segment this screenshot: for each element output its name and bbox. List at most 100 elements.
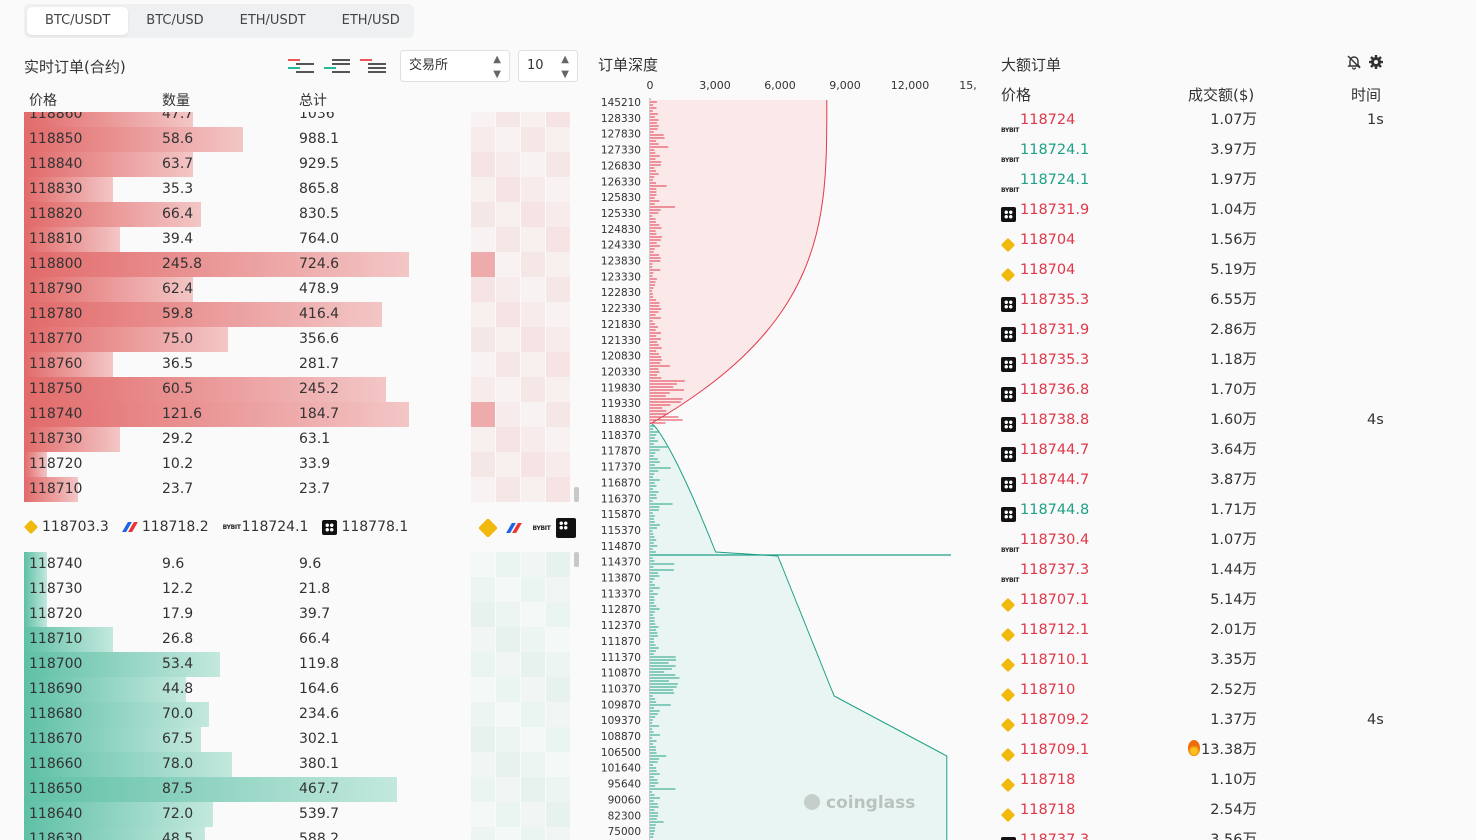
large-order-row[interactable]: BYBIT 118737.3 1.44万: [1001, 555, 1461, 585]
large-order-row[interactable]: BYBIT 118730.4 1.07万: [1001, 525, 1461, 555]
y-tick-label: 126830: [601, 160, 641, 172]
tab-eth-usdt[interactable]: ETH/USDT: [239, 13, 306, 28]
row-qty: 63.7: [162, 156, 194, 172]
large-order-row[interactable]: 118712.1 2.01万: [1000, 615, 1461, 645]
large-order-row[interactable]: 118735.3 1.18万: [1001, 345, 1461, 375]
y-tick-label: 90060: [608, 794, 641, 806]
col-total-header: 总计: [299, 93, 327, 109]
large-order-row[interactable]: 118710 2.52万: [1000, 675, 1461, 705]
heatmap-cell: [546, 302, 570, 327]
view-both-icon[interactable]: [288, 55, 316, 77]
bid-row[interactable]: 118700 53.4 119.8: [24, 652, 572, 677]
bid-row[interactable]: 118690 44.8 164.6: [24, 677, 572, 702]
large-order-row[interactable]: 118744.7 3.64万: [1001, 435, 1461, 465]
large-order-row[interactable]: 118736.8 1.70万: [1001, 375, 1461, 405]
large-order-row[interactable]: BYBIT 118724.1 3.97万: [1001, 135, 1461, 165]
exchange-select[interactable]: 交易所 ▲ ▼: [400, 50, 510, 82]
y-tick-label: 112870: [601, 604, 641, 616]
bid-row[interactable]: 118660 78.0 380.1: [24, 752, 572, 777]
heatmap-cell: [546, 802, 570, 827]
large-order-row[interactable]: 118709.2 1.37万 4s: [1000, 705, 1461, 735]
depth-chart[interactable]: 0 3,000 6,000 9,000 12,000 15,00 145210 128330 1…: [596, 76, 976, 840]
large-order-row[interactable]: BYBIT 118724 1.07万 1s: [1001, 105, 1461, 135]
depth-select[interactable]: 10 ▲ ▼: [518, 50, 578, 82]
bybit-filter-icon[interactable]: BYBIT: [532, 524, 551, 532]
ask-row[interactable]: 118770 75.0 356.6: [24, 327, 572, 352]
large-order-row[interactable]: 118718 1.10万: [1000, 765, 1461, 795]
large-order-row[interactable]: BYBIT 118724.1 1.97万: [1001, 165, 1461, 195]
heatmap-cell: [471, 752, 495, 777]
ask-row[interactable]: 118790 62.4 478.9: [24, 277, 572, 302]
row-price: 118650: [29, 781, 83, 797]
depth-bar: [24, 702, 209, 727]
view-bids-icon[interactable]: [324, 55, 352, 77]
large-order-row[interactable]: 118735.3 6.55万: [1001, 285, 1461, 315]
ask-depth-line: [649, 100, 828, 425]
ask-row[interactable]: 118750 60.5 245.2: [24, 377, 572, 402]
ask-row[interactable]: 118710 23.7 23.7: [24, 477, 572, 502]
ask-row[interactable]: 118840 63.7 929.5: [24, 152, 572, 177]
tab-eth-usd[interactable]: ETH/USD: [341, 13, 400, 28]
row-price: 118750: [29, 381, 83, 397]
large-order-row[interactable]: 118710.1 3.35万: [1000, 645, 1461, 675]
ask-row[interactable]: 118830 35.3 865.8: [24, 177, 572, 202]
ask-row[interactable]: 118800 245.8 724.6: [24, 252, 572, 277]
ask-row[interactable]: 118740 121.6 184.7: [24, 402, 572, 427]
row-qty: 78.0: [162, 756, 194, 772]
large-order-row[interactable]: 118738.8 1.60万 4s: [1001, 405, 1461, 435]
bid-row[interactable]: 118630 48.5 588.2: [24, 827, 572, 840]
large-order-row[interactable]: 118718 2.54万: [1000, 795, 1461, 825]
binance-filter-icon[interactable]: [478, 518, 498, 538]
ask-row[interactable]: 118780 59.8 416.4: [24, 302, 572, 327]
large-order-amount: 1.71万: [1210, 495, 1257, 525]
heatmap-cell: [496, 112, 520, 127]
bid-row[interactable]: 118670 67.5 302.1: [24, 727, 572, 752]
bid-row[interactable]: 118710 26.8 66.4: [24, 627, 572, 652]
depth-bar: [24, 127, 243, 152]
okx-filter-icon[interactable]: [556, 518, 576, 538]
bid-row[interactable]: 118650 87.5 467.7: [24, 777, 572, 802]
gear-icon[interactable]: [1368, 54, 1384, 74]
tab-btc-usdt[interactable]: BTC/USDT: [27, 7, 129, 35]
bid-row[interactable]: 118720 17.9 39.7: [24, 602, 572, 627]
bids-viewport[interactable]: 118740 9.6 9.6 118730 12.2 21.8 118720 17.9 39.7…: [24, 552, 576, 840]
large-order-row[interactable]: 118737.3 3.56万: [1001, 825, 1461, 840]
heatmap-cell: [546, 602, 570, 627]
ask-row[interactable]: 118850 58.6 988.1: [24, 127, 572, 152]
orderbook-view-toggles: [288, 52, 388, 80]
tab-btc-usd[interactable]: BTC/USD: [146, 13, 204, 28]
coinbase-filter-icon[interactable]: [504, 518, 524, 538]
ask-row[interactable]: 118760 36.5 281.7: [24, 352, 572, 377]
ask-row[interactable]: 118810 39.4 764.0: [24, 227, 572, 252]
large-order-row[interactable]: 118731.9 2.86万: [1001, 315, 1461, 345]
heatmap-cell: [546, 727, 570, 752]
large-order-row[interactable]: 118707.1 5.14万: [1000, 585, 1461, 615]
large-order-row[interactable]: 118744.8 1.71万: [1001, 495, 1461, 525]
ask-row[interactable]: 118820 66.4 830.5: [24, 202, 572, 227]
large-order-price: 118712.1: [1020, 622, 1090, 638]
bid-row[interactable]: 118740 9.6 9.6: [24, 552, 572, 577]
heatmap-cell: [521, 152, 545, 177]
heatmap-cell: [546, 577, 570, 602]
heatmap-cell: [496, 477, 520, 502]
heatmap-cell: [546, 152, 570, 177]
mute-bell-icon[interactable]: [1346, 54, 1362, 74]
asks-viewport[interactable]: 118860 47.7 1036 118850 58.6 988.1 118840 63.7 9…: [24, 112, 576, 502]
ask-row[interactable]: 118720 10.2 33.9: [24, 452, 572, 477]
ask-row[interactable]: 118730 29.2 63.1: [24, 427, 572, 452]
heatmap-cell: [546, 277, 570, 302]
bid-row[interactable]: 118640 72.0 539.7: [24, 802, 572, 827]
large-order-row[interactable]: 118704 1.56万: [1000, 225, 1461, 255]
large-order-row[interactable]: 118744.7 3.87万: [1001, 465, 1461, 495]
bid-row[interactable]: 118680 70.0 234.6: [24, 702, 572, 727]
row-qty: 12.2: [162, 581, 194, 597]
bids-scrollbar[interactable]: [574, 552, 579, 567]
view-asks-icon[interactable]: [360, 55, 388, 77]
bybit-icon: BYBIT: [222, 523, 241, 531]
large-order-row[interactable]: 118709.1 13.38万: [1000, 735, 1461, 765]
bid-row[interactable]: 118730 12.2 21.8: [24, 577, 572, 602]
asks-scrollbar[interactable]: [574, 487, 579, 502]
large-order-row[interactable]: 118704 5.19万: [1000, 255, 1461, 285]
ask-row[interactable]: 118860 47.7 1036: [24, 112, 572, 127]
large-order-row[interactable]: 118731.9 1.04万: [1001, 195, 1461, 225]
